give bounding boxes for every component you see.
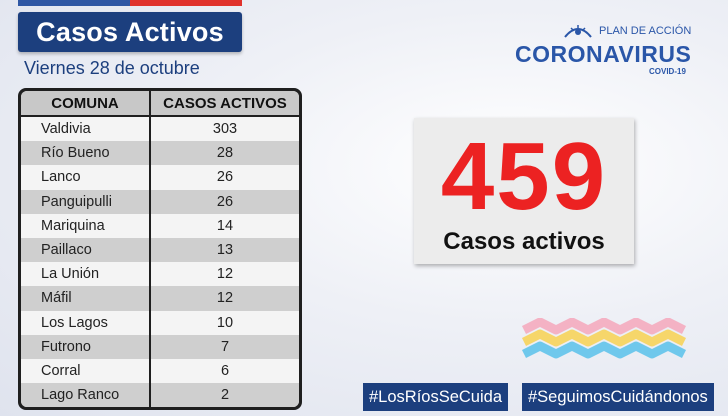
casos-cell: 12 (150, 262, 299, 287)
hashtags-bar: #LosRíosSeCuida #SeguimosCuidándonos (363, 383, 723, 413)
table-row: La Unión 12 (21, 262, 299, 287)
comuna-cell: Mariquina (21, 213, 151, 238)
table-row: Panguipulli 26 (21, 189, 299, 214)
cases-table: COMUNA CASOS ACTIVOS Valdivia 303 Río Buen… (21, 91, 299, 408)
hashtag-seguimos: #SeguimosCuidándonos (522, 383, 714, 411)
table-row: Lanco 26 (21, 165, 299, 190)
casos-cell: 14 (150, 213, 299, 238)
comuna-cell: Panguipulli (21, 189, 151, 214)
casos-cell: 7 (150, 334, 299, 359)
casos-cell: 12 (150, 286, 299, 311)
logo-plan-text: PLAN DE ACCIÓN (599, 25, 692, 37)
comuna-cell: La Unión (21, 262, 151, 287)
cases-table-frame: COMUNA CASOS ACTIVOS Valdivia 303 Río Buen… (18, 88, 302, 410)
table-row: Valdivia 303 (21, 116, 299, 142)
table-row: Río Bueno 28 (21, 141, 299, 166)
comuna-cell: Los Lagos (21, 310, 151, 335)
coronavirus-logo: PLAN DE ACCIÓN CORONAVIRUS COVID-19 (515, 20, 695, 80)
column-header-comuna: COMUNA (21, 91, 151, 117)
table-row: Los Lagos 10 (21, 310, 299, 335)
comuna-cell: Corral (21, 358, 151, 384)
flag-red-stripe (130, 0, 242, 6)
flag-blue-stripe (18, 0, 130, 6)
casos-cell: 10 (150, 310, 299, 335)
casos-cell: 26 (150, 165, 299, 190)
comuna-cell: Lanco (21, 165, 151, 190)
logo-coronavirus-text: CORONAVIRUS (515, 41, 692, 67)
date-subtitle: Viernes 28 de octubre (24, 58, 200, 78)
total-active-label: Casos activos (443, 228, 605, 255)
flag-bar (18, 0, 242, 6)
wave-stripes-graphic (521, 318, 687, 359)
table-row: Futrono 7 (21, 334, 299, 359)
casos-cell: 28 (150, 141, 299, 166)
total-active-card: 459 Casos activos (414, 118, 634, 264)
gov-emblem-icon (564, 25, 592, 38)
casos-cell: 13 (150, 237, 299, 263)
casos-cell: 26 (150, 189, 299, 214)
comuna-cell: Lago Ranco (21, 383, 151, 408)
table-row: Lago Ranco 2 (21, 383, 299, 408)
hashtag-los-rios: #LosRíosSeCuida (363, 383, 508, 411)
table-row: Mariquina 14 (21, 213, 299, 238)
comuna-cell: Futrono (21, 334, 151, 359)
comuna-cell: Paillaco (21, 237, 151, 263)
total-active-count: 459 (440, 123, 608, 230)
comuna-cell: Máfil (21, 286, 151, 311)
casos-cell: 2 (150, 383, 299, 408)
table-row: Corral 6 (21, 358, 299, 384)
casos-cell: 6 (150, 358, 299, 384)
page-title: Casos Activos (36, 16, 224, 47)
title-banner: Casos Activos (18, 12, 242, 52)
column-header-casos: CASOS ACTIVOS (150, 91, 299, 117)
casos-cell: 303 (150, 116, 299, 142)
comuna-cell: Valdivia (21, 116, 151, 142)
table-header-row: COMUNA CASOS ACTIVOS (21, 91, 299, 117)
comuna-cell: Río Bueno (21, 141, 151, 166)
table-row: Máfil 12 (21, 286, 299, 311)
table-row: Paillaco 13 (21, 237, 299, 263)
logo-covid-text: COVID-19 (649, 67, 686, 76)
